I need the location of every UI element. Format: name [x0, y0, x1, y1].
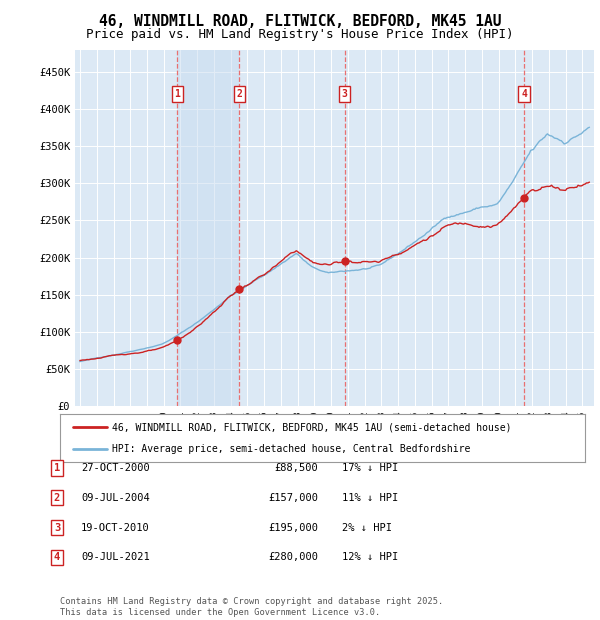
- Text: 4: 4: [54, 552, 60, 562]
- Text: 1: 1: [175, 89, 181, 99]
- Text: 4: 4: [521, 89, 527, 99]
- Text: 2: 2: [236, 89, 242, 99]
- Text: £88,500: £88,500: [274, 463, 318, 473]
- Text: £280,000: £280,000: [268, 552, 318, 562]
- Text: 2: 2: [54, 493, 60, 503]
- Text: 3: 3: [341, 89, 347, 99]
- Text: 46, WINDMILL ROAD, FLITWICK, BEDFORD, MK45 1AU: 46, WINDMILL ROAD, FLITWICK, BEDFORD, MK…: [99, 14, 501, 29]
- Text: 3: 3: [54, 523, 60, 533]
- Bar: [178, 50, 239, 406]
- Text: HPI: Average price, semi-detached house, Central Bedfordshire: HPI: Average price, semi-detached house,…: [113, 445, 471, 454]
- Text: 09-JUL-2021: 09-JUL-2021: [81, 552, 150, 562]
- Text: 1: 1: [54, 463, 60, 473]
- Text: Contains HM Land Registry data © Crown copyright and database right 2025.
This d: Contains HM Land Registry data © Crown c…: [60, 598, 443, 617]
- Text: £195,000: £195,000: [268, 523, 318, 533]
- Text: 19-OCT-2010: 19-OCT-2010: [81, 523, 150, 533]
- Text: 46, WINDMILL ROAD, FLITWICK, BEDFORD, MK45 1AU (semi-detached house): 46, WINDMILL ROAD, FLITWICK, BEDFORD, MK…: [113, 422, 512, 432]
- Text: 27-OCT-2000: 27-OCT-2000: [81, 463, 150, 473]
- Text: 11% ↓ HPI: 11% ↓ HPI: [342, 493, 398, 503]
- Text: 17% ↓ HPI: 17% ↓ HPI: [342, 463, 398, 473]
- Text: 09-JUL-2004: 09-JUL-2004: [81, 493, 150, 503]
- Text: £157,000: £157,000: [268, 493, 318, 503]
- Text: 12% ↓ HPI: 12% ↓ HPI: [342, 552, 398, 562]
- Text: 2% ↓ HPI: 2% ↓ HPI: [342, 523, 392, 533]
- Text: Price paid vs. HM Land Registry's House Price Index (HPI): Price paid vs. HM Land Registry's House …: [86, 28, 514, 41]
